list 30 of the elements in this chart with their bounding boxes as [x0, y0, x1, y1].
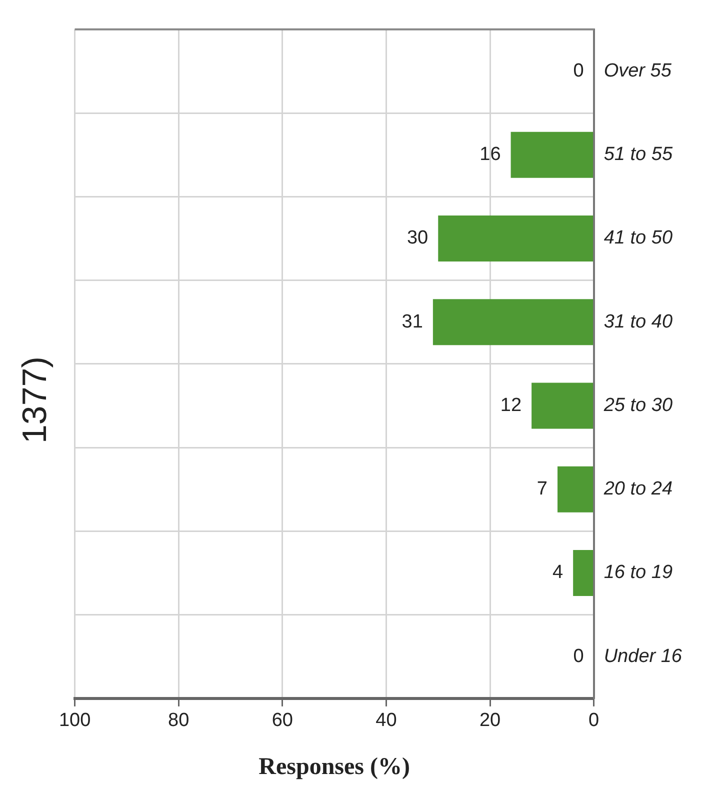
bar	[432, 299, 594, 346]
x-tick-label: 80	[168, 710, 190, 732]
y-tick-label: 25 to 30	[602, 394, 673, 416]
data-label: 12	[500, 394, 522, 416]
bar	[510, 132, 594, 178]
x-tick-label: 20	[479, 710, 501, 732]
x-tick-label: 40	[376, 710, 397, 732]
y-tick-label: 20 to 24	[602, 478, 673, 500]
bar	[558, 466, 594, 512]
data-label: 0	[573, 60, 584, 82]
data-label: 31	[402, 311, 423, 332]
text: 1377)	[16, 356, 54, 444]
x-tick-label: 0	[588, 710, 600, 732]
data-label: 7	[536, 478, 548, 500]
y-tick-label: Over 55	[604, 60, 672, 82]
bar	[573, 550, 594, 596]
bar	[532, 382, 594, 429]
x-axis-title: Responses (%)	[258, 754, 410, 780]
x-tick-label: 100	[58, 710, 91, 732]
y-tick-label: 16 to 19	[604, 562, 673, 584]
data-label: 4	[552, 562, 564, 584]
bar	[438, 215, 594, 262]
y-tick-label: 41 to 50	[604, 228, 673, 249]
x-tick-label: 60	[272, 710, 293, 732]
y-tick-label: Under 16	[604, 646, 682, 667]
y-tick-label: 51 to 55	[604, 144, 673, 166]
data-label: 16	[480, 144, 501, 166]
y-tick-label: 31 to 40	[604, 311, 673, 332]
data-label: 30	[406, 228, 428, 249]
data-label: 0	[573, 646, 584, 667]
